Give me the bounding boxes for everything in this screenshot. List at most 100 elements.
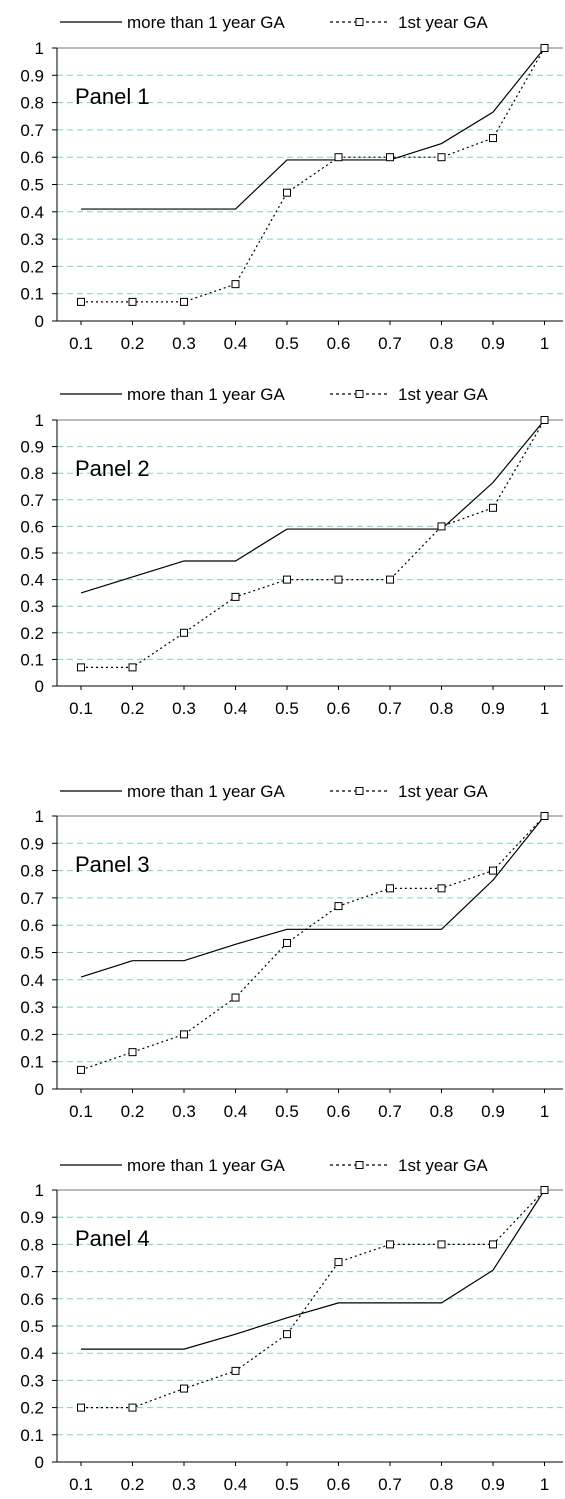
- x-tick-label: 0.9: [481, 1102, 505, 1121]
- data-point-marker: [334, 902, 343, 911]
- data-point-marker: [489, 503, 497, 512]
- x-tick-label: 0.9: [481, 1475, 505, 1494]
- legend-marker-square: [355, 1161, 364, 1169]
- y-tick-label: 1: [35, 39, 44, 58]
- panel-title: Panel 1: [75, 84, 150, 109]
- y-tick-label: 0.2: [20, 1399, 44, 1418]
- x-tick-label: 0.2: [121, 1475, 145, 1494]
- x-tick-label: 0.7: [378, 1102, 402, 1121]
- y-tick-label: 0.2: [20, 257, 44, 276]
- x-tick-label: 1: [540, 699, 549, 718]
- data-point-marker: [231, 1366, 240, 1375]
- panel-2: more than 1 year GA 1st year GA 0 0.1 0.2 0.3…: [20, 385, 563, 718]
- data-point-marker: [386, 1240, 394, 1249]
- x-tick-label: 0.8: [430, 1475, 454, 1494]
- x-tick-label: 0.5: [275, 699, 299, 718]
- panel-title: Panel 3: [75, 852, 150, 877]
- series-line-more-than-1-year: [81, 47, 545, 210]
- x-tick-label: 0.8: [430, 1102, 454, 1121]
- x-tick-label: 0.4: [224, 699, 248, 718]
- x-tick-label: 1: [540, 334, 549, 353]
- data-point-marker: [283, 188, 291, 197]
- series-line-1st-year: [81, 47, 546, 303]
- data-point-marker: [540, 416, 549, 424]
- data-point-marker: [437, 1240, 446, 1249]
- legend-label-series2: 1st year GA: [398, 385, 488, 404]
- data-point-marker: [334, 153, 343, 162]
- legend-marker-square: [355, 787, 364, 795]
- y-tick-label: 0.9: [20, 1208, 44, 1227]
- data-point-marker: [128, 1048, 137, 1057]
- y-tick-label: 0.2: [20, 1025, 44, 1044]
- x-tick-label: 0.2: [121, 699, 145, 718]
- y-tick-label: 0.3: [20, 998, 44, 1017]
- data-point-marker: [77, 1403, 85, 1412]
- y-tick-label: 0: [35, 1453, 44, 1472]
- x-tick-label: 0.8: [430, 334, 454, 353]
- x-tick-label: 0.1: [69, 1475, 93, 1494]
- x-tick-label: 0.1: [69, 1102, 93, 1121]
- y-tick-label: 0.8: [20, 94, 44, 113]
- x-tick-label: 0.2: [121, 334, 145, 353]
- data-point-marker: [77, 1065, 85, 1074]
- data-point-marker: [334, 1258, 343, 1267]
- legend: more than 1 year GA 1st year GA: [60, 1156, 488, 1175]
- legend-label-series1: more than 1 year GA: [127, 782, 285, 801]
- series-line-more-than-1-year: [81, 1189, 546, 1350]
- x-tick-label: 0.1: [69, 699, 93, 718]
- data-point-marker: [231, 592, 240, 601]
- y-tick-label: 0.1: [20, 285, 44, 304]
- x-tick-label: 0.7: [378, 699, 402, 718]
- x-tick-label: 0.3: [172, 334, 196, 353]
- data-point-marker: [283, 1330, 291, 1339]
- data-point-marker: [231, 993, 240, 1002]
- x-tick-label: 0.6: [327, 334, 351, 353]
- x-tick-label: 0.4: [224, 334, 248, 353]
- panel-4: more than 1 year GA 1st year GA 0 0.1 0.2 0.3…: [20, 1156, 563, 1494]
- data-point-marker: [489, 134, 497, 143]
- x-tick-label: 0.7: [378, 334, 402, 353]
- y-tick-label: 0.1: [20, 1426, 44, 1445]
- series-line-more-than-1-year: [80, 419, 545, 594]
- x-tick-label: 0.3: [172, 1102, 196, 1121]
- data-point-marker: [540, 44, 549, 52]
- y-tick-label: 0.1: [20, 1053, 44, 1072]
- x-tick-label: 0.1: [69, 334, 93, 353]
- y-tick-label: 0: [35, 677, 44, 696]
- x-tick-label: 0.6: [327, 699, 351, 718]
- y-tick-label: 0.5: [20, 944, 44, 963]
- panel-title: Panel 2: [75, 456, 150, 481]
- legend-label-series1: more than 1 year GA: [127, 385, 285, 404]
- y-tick-label: 0.6: [20, 148, 44, 167]
- x-tick-label: 0.2: [121, 1102, 145, 1121]
- y-tick-label: 1: [35, 807, 44, 826]
- data-point-marker: [540, 1186, 549, 1194]
- y-tick-label: 0.9: [20, 438, 44, 457]
- legend: more than 1 year GA 1st year GA: [60, 385, 488, 404]
- y-tick-label: 0.3: [20, 1371, 44, 1390]
- y-tick-label: 1: [35, 411, 44, 430]
- y-tick-label: 1: [35, 1181, 44, 1200]
- x-tick-label: 0.5: [275, 334, 299, 353]
- y-tick-label: 0.4: [20, 571, 44, 590]
- y-tick-label: 0.6: [20, 916, 44, 935]
- data-point-marker: [180, 1030, 188, 1039]
- panel-1: more than 1 year GA 1st year GA 0 0.1 0.2 0.3…: [20, 13, 563, 353]
- panel-title: Panel 4: [75, 1226, 150, 1251]
- x-tick-label: 0.9: [481, 334, 505, 353]
- y-tick-label: 0.4: [20, 203, 44, 222]
- y-tick-label: 0.6: [20, 517, 44, 536]
- legend-label-series1: more than 1 year GA: [127, 1156, 285, 1175]
- y-tick-label: 0.5: [20, 176, 44, 195]
- data-point-marker: [128, 1403, 137, 1412]
- data-point-marker: [437, 884, 446, 893]
- legend-label-series2: 1st year GA: [398, 782, 488, 801]
- data-point-marker: [128, 297, 137, 306]
- x-tick-label: 1: [540, 1475, 549, 1494]
- data-point-marker: [489, 866, 497, 875]
- data-point-marker: [180, 1384, 188, 1393]
- legend-label-series2: 1st year GA: [398, 1156, 488, 1175]
- x-tick-label: 0.3: [172, 699, 196, 718]
